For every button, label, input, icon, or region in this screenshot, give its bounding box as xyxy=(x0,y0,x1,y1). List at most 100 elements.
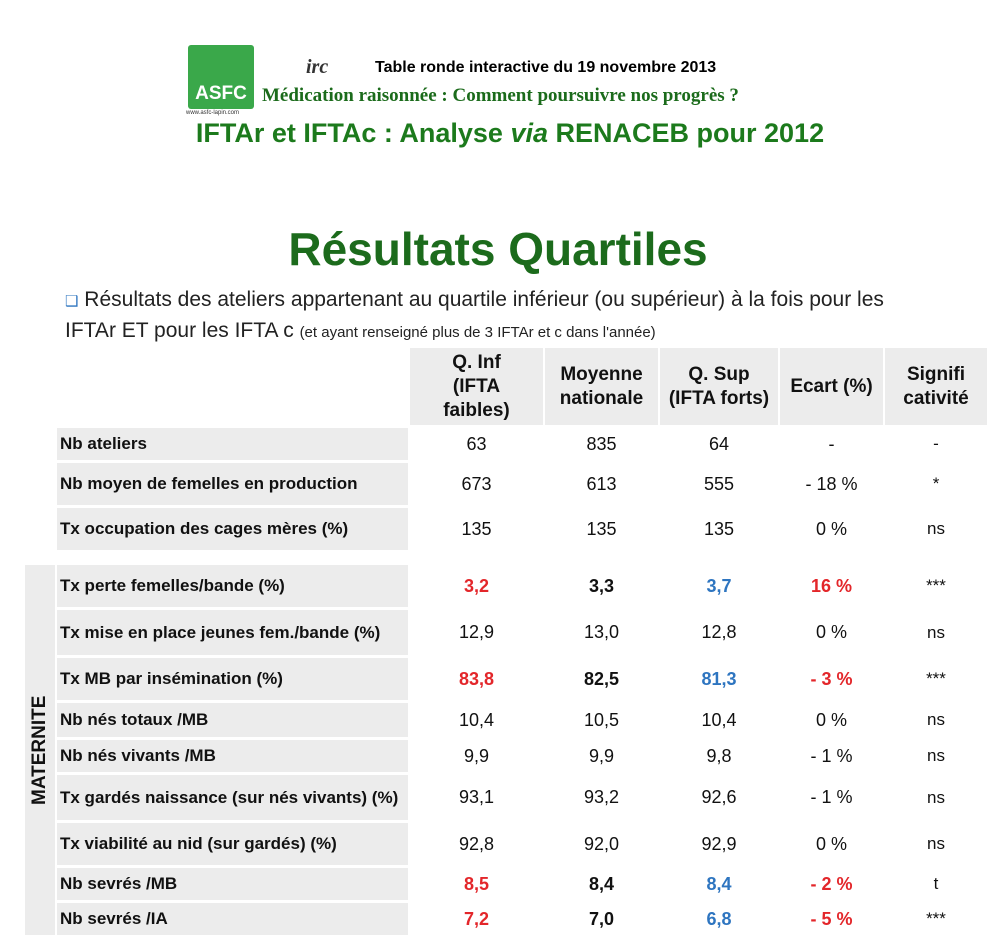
row-label: Tx MB par insémination (%) xyxy=(57,658,408,700)
header-line: nationale xyxy=(559,387,644,409)
logo-url: www.asfc-lapin.com xyxy=(186,110,240,116)
cell: 3,3 xyxy=(588,575,615,596)
cell: ns xyxy=(927,834,945,853)
section-label: MATERNITE xyxy=(25,565,55,935)
cell: 0 % xyxy=(815,518,848,539)
title-part: via xyxy=(510,118,549,148)
cell: 92,6 xyxy=(701,787,737,807)
column-header: Moyenne nationale xyxy=(545,348,658,425)
header-title: IFTAr et IFTAc : Analyse via RENACEB pou… xyxy=(0,118,1000,149)
cell: 3,2 xyxy=(463,575,490,596)
header-line: faibles) xyxy=(443,399,510,421)
cell: 613 xyxy=(586,473,617,494)
cell: 135 xyxy=(586,518,617,539)
cell: 835 xyxy=(586,433,617,454)
cell: ns xyxy=(927,622,945,642)
cell: ns xyxy=(927,519,945,538)
column-header: Signifi cativité xyxy=(885,348,987,425)
cell: 64 xyxy=(708,433,730,454)
cell: *** xyxy=(926,909,946,928)
cell: 135 xyxy=(703,518,735,539)
cell: 135 xyxy=(461,518,492,539)
header-line: Ecart (%) xyxy=(790,375,873,397)
row-label: Nb moyen de femelles en production xyxy=(57,463,408,505)
cell: 9,9 xyxy=(588,745,615,766)
row-label: Nb sevrés /IA xyxy=(57,903,408,935)
cell: 0 % xyxy=(815,622,848,642)
header-line: cativité xyxy=(903,387,969,409)
cell: - 3 % xyxy=(810,668,853,689)
cell: 12,9 xyxy=(458,622,495,642)
cell: 8,4 xyxy=(706,873,732,894)
cell: - 18 % xyxy=(805,473,858,494)
header-line: Moyenne xyxy=(560,363,643,385)
row-label: Tx gardés naissance (sur nés vivants) (%… xyxy=(57,775,408,820)
bullet: ❑ xyxy=(65,293,79,310)
cell: 92,9 xyxy=(701,833,737,854)
row-label: Nb nés totaux /MB xyxy=(57,703,408,737)
cell: 93,1 xyxy=(458,787,495,807)
column-header: Q. Sup (IFTA forts) xyxy=(660,348,778,425)
cell: 0 % xyxy=(815,833,848,854)
intro-note: (et ayant renseigné plus de 3 IFTAr et c… xyxy=(299,324,656,341)
cell: 12,8 xyxy=(701,622,737,642)
cell: 8,4 xyxy=(588,873,615,894)
header-line: Q. Inf xyxy=(452,351,501,373)
cell: ns xyxy=(927,746,945,765)
main-title: Résultats Quartiles xyxy=(288,223,708,275)
cell: t xyxy=(933,874,939,893)
cell: ns xyxy=(927,710,945,729)
cell: 9,9 xyxy=(463,745,490,766)
cell: 82,5 xyxy=(583,668,620,689)
cell: 93,2 xyxy=(583,787,620,807)
cell: 555 xyxy=(703,473,735,494)
cell: 6,8 xyxy=(706,908,732,929)
title-part: RENACEB pour 2012 xyxy=(548,118,825,148)
column-header: Ecart (%) xyxy=(780,348,883,425)
subtitle: Médication raisonnée : Comment poursuivr… xyxy=(262,85,739,106)
logo-text: ASFC xyxy=(195,83,247,104)
cell: 81,3 xyxy=(701,668,737,689)
logo: ASFC xyxy=(188,45,254,109)
event-logo: irc xyxy=(306,56,329,78)
header-line: Signifi xyxy=(906,363,966,385)
cell: *** xyxy=(926,669,946,688)
cell: 10,4 xyxy=(458,709,495,730)
cell: 63 xyxy=(466,433,487,454)
cell: - xyxy=(828,433,835,454)
cell: 10,5 xyxy=(583,709,620,730)
row-label: Nb nés vivants /MB xyxy=(57,740,408,772)
cell: *** xyxy=(926,576,946,595)
header-line: (IFTA forts) xyxy=(668,387,770,409)
title-part: IFTAr et IFTAc : Analyse xyxy=(195,118,511,148)
intro-text: Résultats des ateliers appartenant au qu… xyxy=(65,288,884,342)
cell: 16 % xyxy=(810,575,853,596)
cell: - 1 % xyxy=(810,745,853,766)
header-line: (IFTA xyxy=(452,375,501,397)
cell: 92,8 xyxy=(458,833,495,854)
cell: * xyxy=(932,474,940,493)
cell: 7,2 xyxy=(463,908,490,929)
intro: ❑ Résultats des ateliers appartenant au … xyxy=(65,285,895,347)
cell: 3,7 xyxy=(706,575,732,596)
row-label: Tx mise en place jeunes fem./bande (%) xyxy=(57,610,408,655)
cell: 92,0 xyxy=(583,833,620,854)
cell: 673 xyxy=(461,473,492,494)
row-label: Tx viabilité au nid (sur gardés) (%) xyxy=(57,823,408,865)
cell: 13,0 xyxy=(583,622,620,642)
cell: 7,0 xyxy=(588,908,615,929)
cell: - 5 % xyxy=(810,908,853,929)
row-label: Tx perte femelles/bande (%) xyxy=(57,565,408,607)
cell: 8,5 xyxy=(463,873,490,894)
header-line: Q. Sup xyxy=(688,363,750,385)
event: Table ronde interactive du 19 novembre 2… xyxy=(375,59,717,76)
row-label: Nb sevrés /MB xyxy=(57,868,408,900)
row-label: Tx occupation des cages mères (%) xyxy=(57,508,408,550)
column-header: Q. Inf (IFTA faibles) xyxy=(410,348,543,425)
cell: 9,8 xyxy=(706,745,732,766)
cell: - 2 % xyxy=(810,873,853,894)
cell: - 1 % xyxy=(810,787,853,807)
cell: 83,8 xyxy=(458,668,495,689)
